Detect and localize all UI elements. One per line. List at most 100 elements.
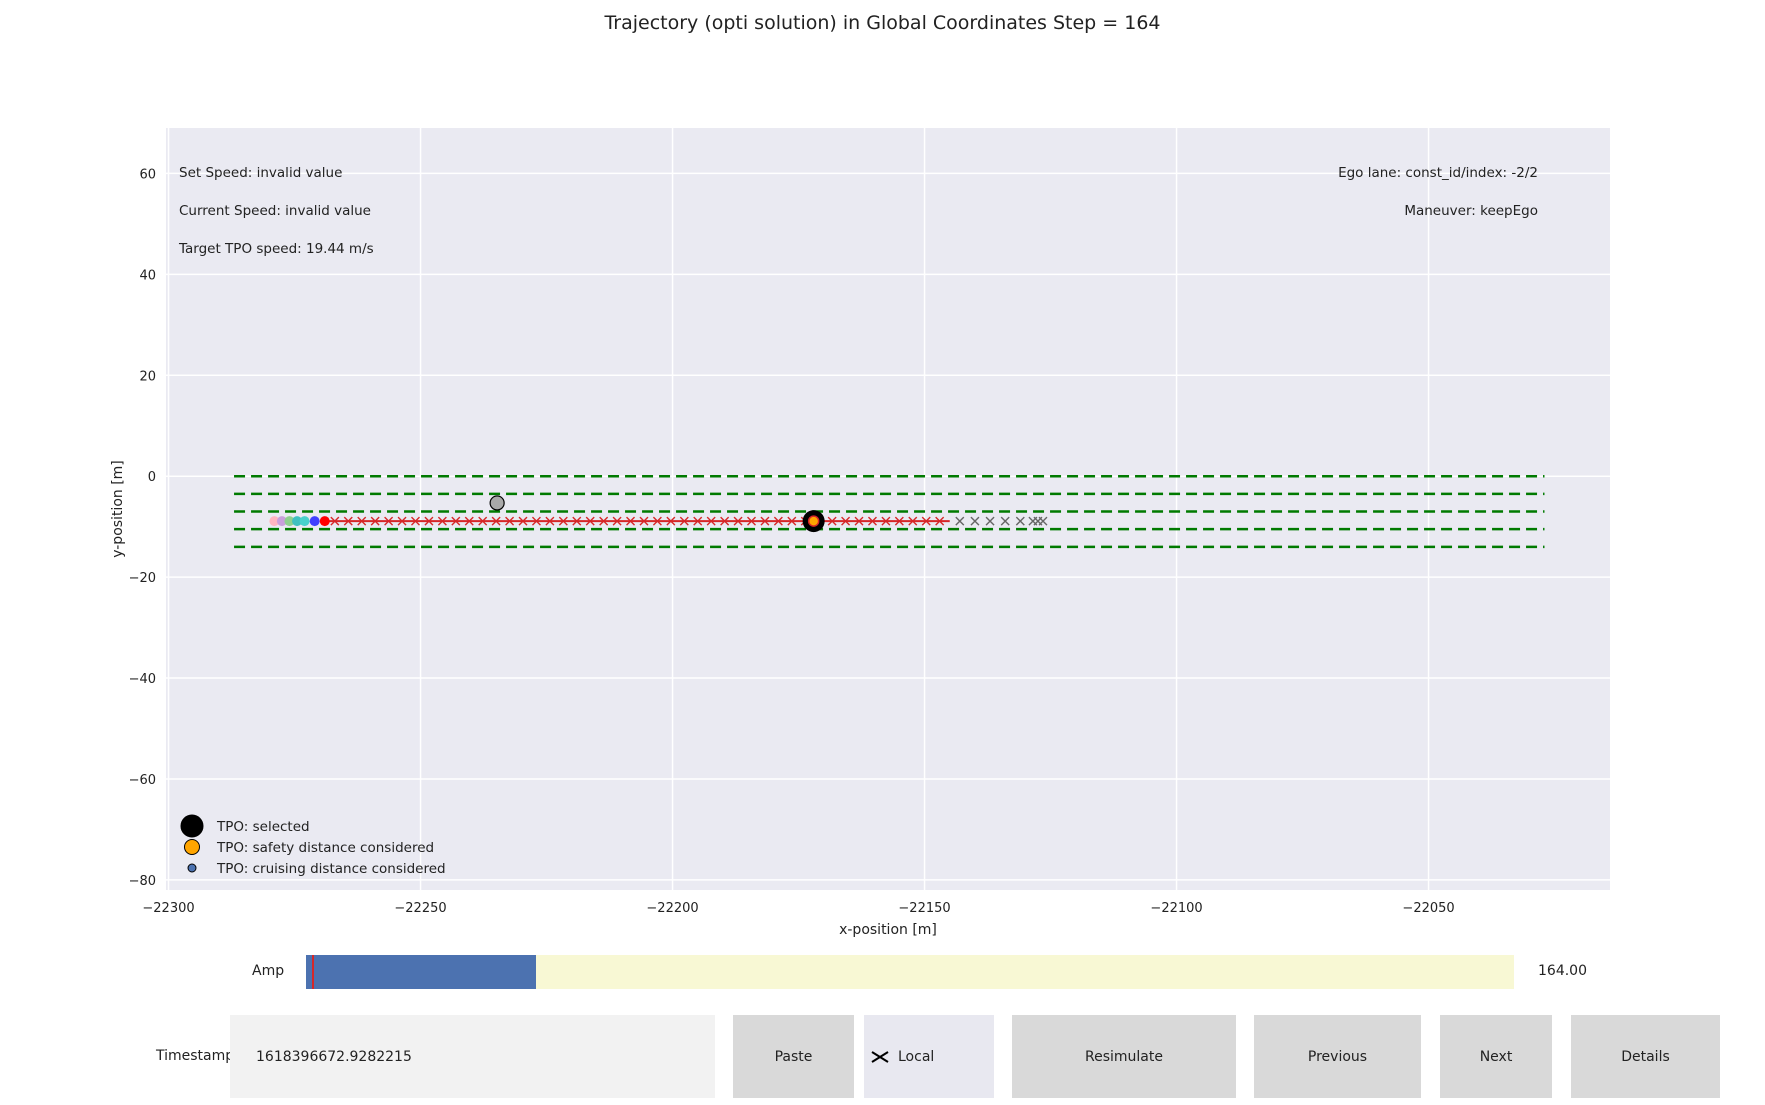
trajectory-point-marker [827,516,837,526]
trajectory-point-marker [935,516,945,526]
trajectory-point-marker [639,516,649,526]
trajectory-point-marker [679,516,689,526]
trajectory-point-marker [531,516,541,526]
x-tick-label: −22050 [1402,901,1454,916]
y-tick-label: 40 [139,268,156,283]
ego-position-point [284,516,295,527]
ego-position-point [299,516,310,527]
y-tick-label: −40 [129,672,156,687]
trajectory-point-marker [437,516,447,526]
previous-button[interactable]: Previous [1254,1015,1421,1098]
trajectory-point-marker [881,516,891,526]
y-axis-label: y-position [m] [110,460,126,558]
paste-button[interactable]: Paste [733,1015,854,1098]
object-marker [489,495,505,511]
trajectory-point-marker [518,516,528,526]
ego-position-point [276,516,287,527]
trajectory-point-marker [693,516,703,526]
local-label: Local [898,1048,935,1065]
trajectory-point-marker [666,516,676,526]
annotation-right: Ego lane: const_id/index: -2/2 [1338,165,1538,181]
local-checkbox[interactable]: Local [864,1015,994,1098]
trajectory-point-marker [585,516,595,526]
annotation-right: Maneuver: keepEgo [1404,203,1538,219]
trajectory-point-marker [357,516,367,526]
trajectory-point-marker [867,516,877,526]
trajectory-point-marker [572,516,582,526]
x-axis-label: x-position [m] [839,922,937,938]
amp-slider-marker [312,955,315,989]
y-tick-label: −80 [129,874,156,889]
trajectory-point-marker [410,516,420,526]
prediction-point-marker [1038,516,1048,526]
trajectory-point-marker [599,516,609,526]
prediction-point-marker [1015,516,1025,526]
amp-value: 164.00 [1538,963,1587,979]
trajectory-point-marker [652,516,662,526]
legend-label: TPO: safety distance considered [216,840,434,856]
resimulate-button[interactable]: Resimulate [1012,1015,1236,1098]
trajectory-point-marker [787,516,797,526]
x-tick-label: −22300 [142,901,194,916]
x-tick-label: −22200 [646,901,698,916]
ego-position-point [292,516,303,527]
figure-title: Trajectory (opti solution) in Global Coo… [604,12,1161,34]
trajectory-point-marker [545,516,555,526]
trajectory-point-marker [733,516,743,526]
trajectory-point-marker [747,516,756,526]
checkbox-cross-icon [871,1050,889,1063]
trajectory-point-marker [612,516,622,526]
prediction-point-marker [955,516,965,526]
trajectory-point-marker [854,516,864,526]
annotation-left: Current Speed: invalid value [179,203,371,219]
timestamp-input[interactable]: 1618396672.9282215 [230,1015,715,1098]
prediction-point-marker [970,516,980,526]
ego-position-point [269,516,280,527]
trajectory-point-marker [424,516,434,526]
y-tick-label: 0 [148,470,156,485]
trajectory-point-marker [626,516,636,526]
trajectory-point-marker [760,516,770,526]
trajectory-point-marker [558,516,568,526]
ego-position-point [319,516,330,527]
trajectory-point-marker [505,516,515,526]
trajectory-point-marker [908,516,918,526]
legend-label: TPO: selected [216,819,310,835]
y-tick-label: 20 [139,369,156,384]
x-tick-label: −22100 [1150,901,1202,916]
y-tick-label: −60 [129,773,156,788]
legend-marker [187,863,197,873]
trajectory-chart[interactable]: −22300 −22250 −22200 −22150 −22100 −22050 60 40… [0,0,1765,1000]
trajectory-point-marker [451,516,461,526]
trajectory-point-marker [330,516,340,526]
x-tick-label: −22150 [898,901,950,916]
trajectory-point-marker [921,516,931,526]
legend-marker [180,814,204,838]
trajectory-point-marker [773,516,783,526]
trajectory-point-marker [841,516,851,526]
trajectory-point-marker [491,516,501,526]
x-tick-label: −22250 [394,901,446,916]
tpo-safety-marker [807,515,820,527]
prediction-point-marker [1000,516,1010,526]
annotation-left: Target TPO speed: 19.44 m/s [178,241,374,257]
legend-label: TPO: cruising distance considered [216,861,446,877]
annotation-left: Set Speed: invalid value [179,165,342,181]
legend-marker [184,839,200,855]
y-tick-label: −20 [129,571,156,586]
trajectory-point-marker [343,516,353,526]
plot-area [166,128,1610,890]
trajectory-point-marker [706,516,716,526]
amp-slider-fill[interactable] [306,955,536,989]
ego-position-point [309,516,320,527]
details-button[interactable]: Details [1571,1015,1720,1098]
trajectory-point-marker [894,516,904,526]
trajectory-point-marker [464,516,474,526]
amp-label: Amp [252,963,285,979]
trajectory-point-marker [384,516,394,526]
trajectory-point-marker [478,516,488,526]
timestamp-label: Timestamp [156,1048,235,1064]
trajectory-point-marker [370,516,380,526]
prediction-point-marker [985,516,995,526]
next-button[interactable]: Next [1440,1015,1552,1098]
